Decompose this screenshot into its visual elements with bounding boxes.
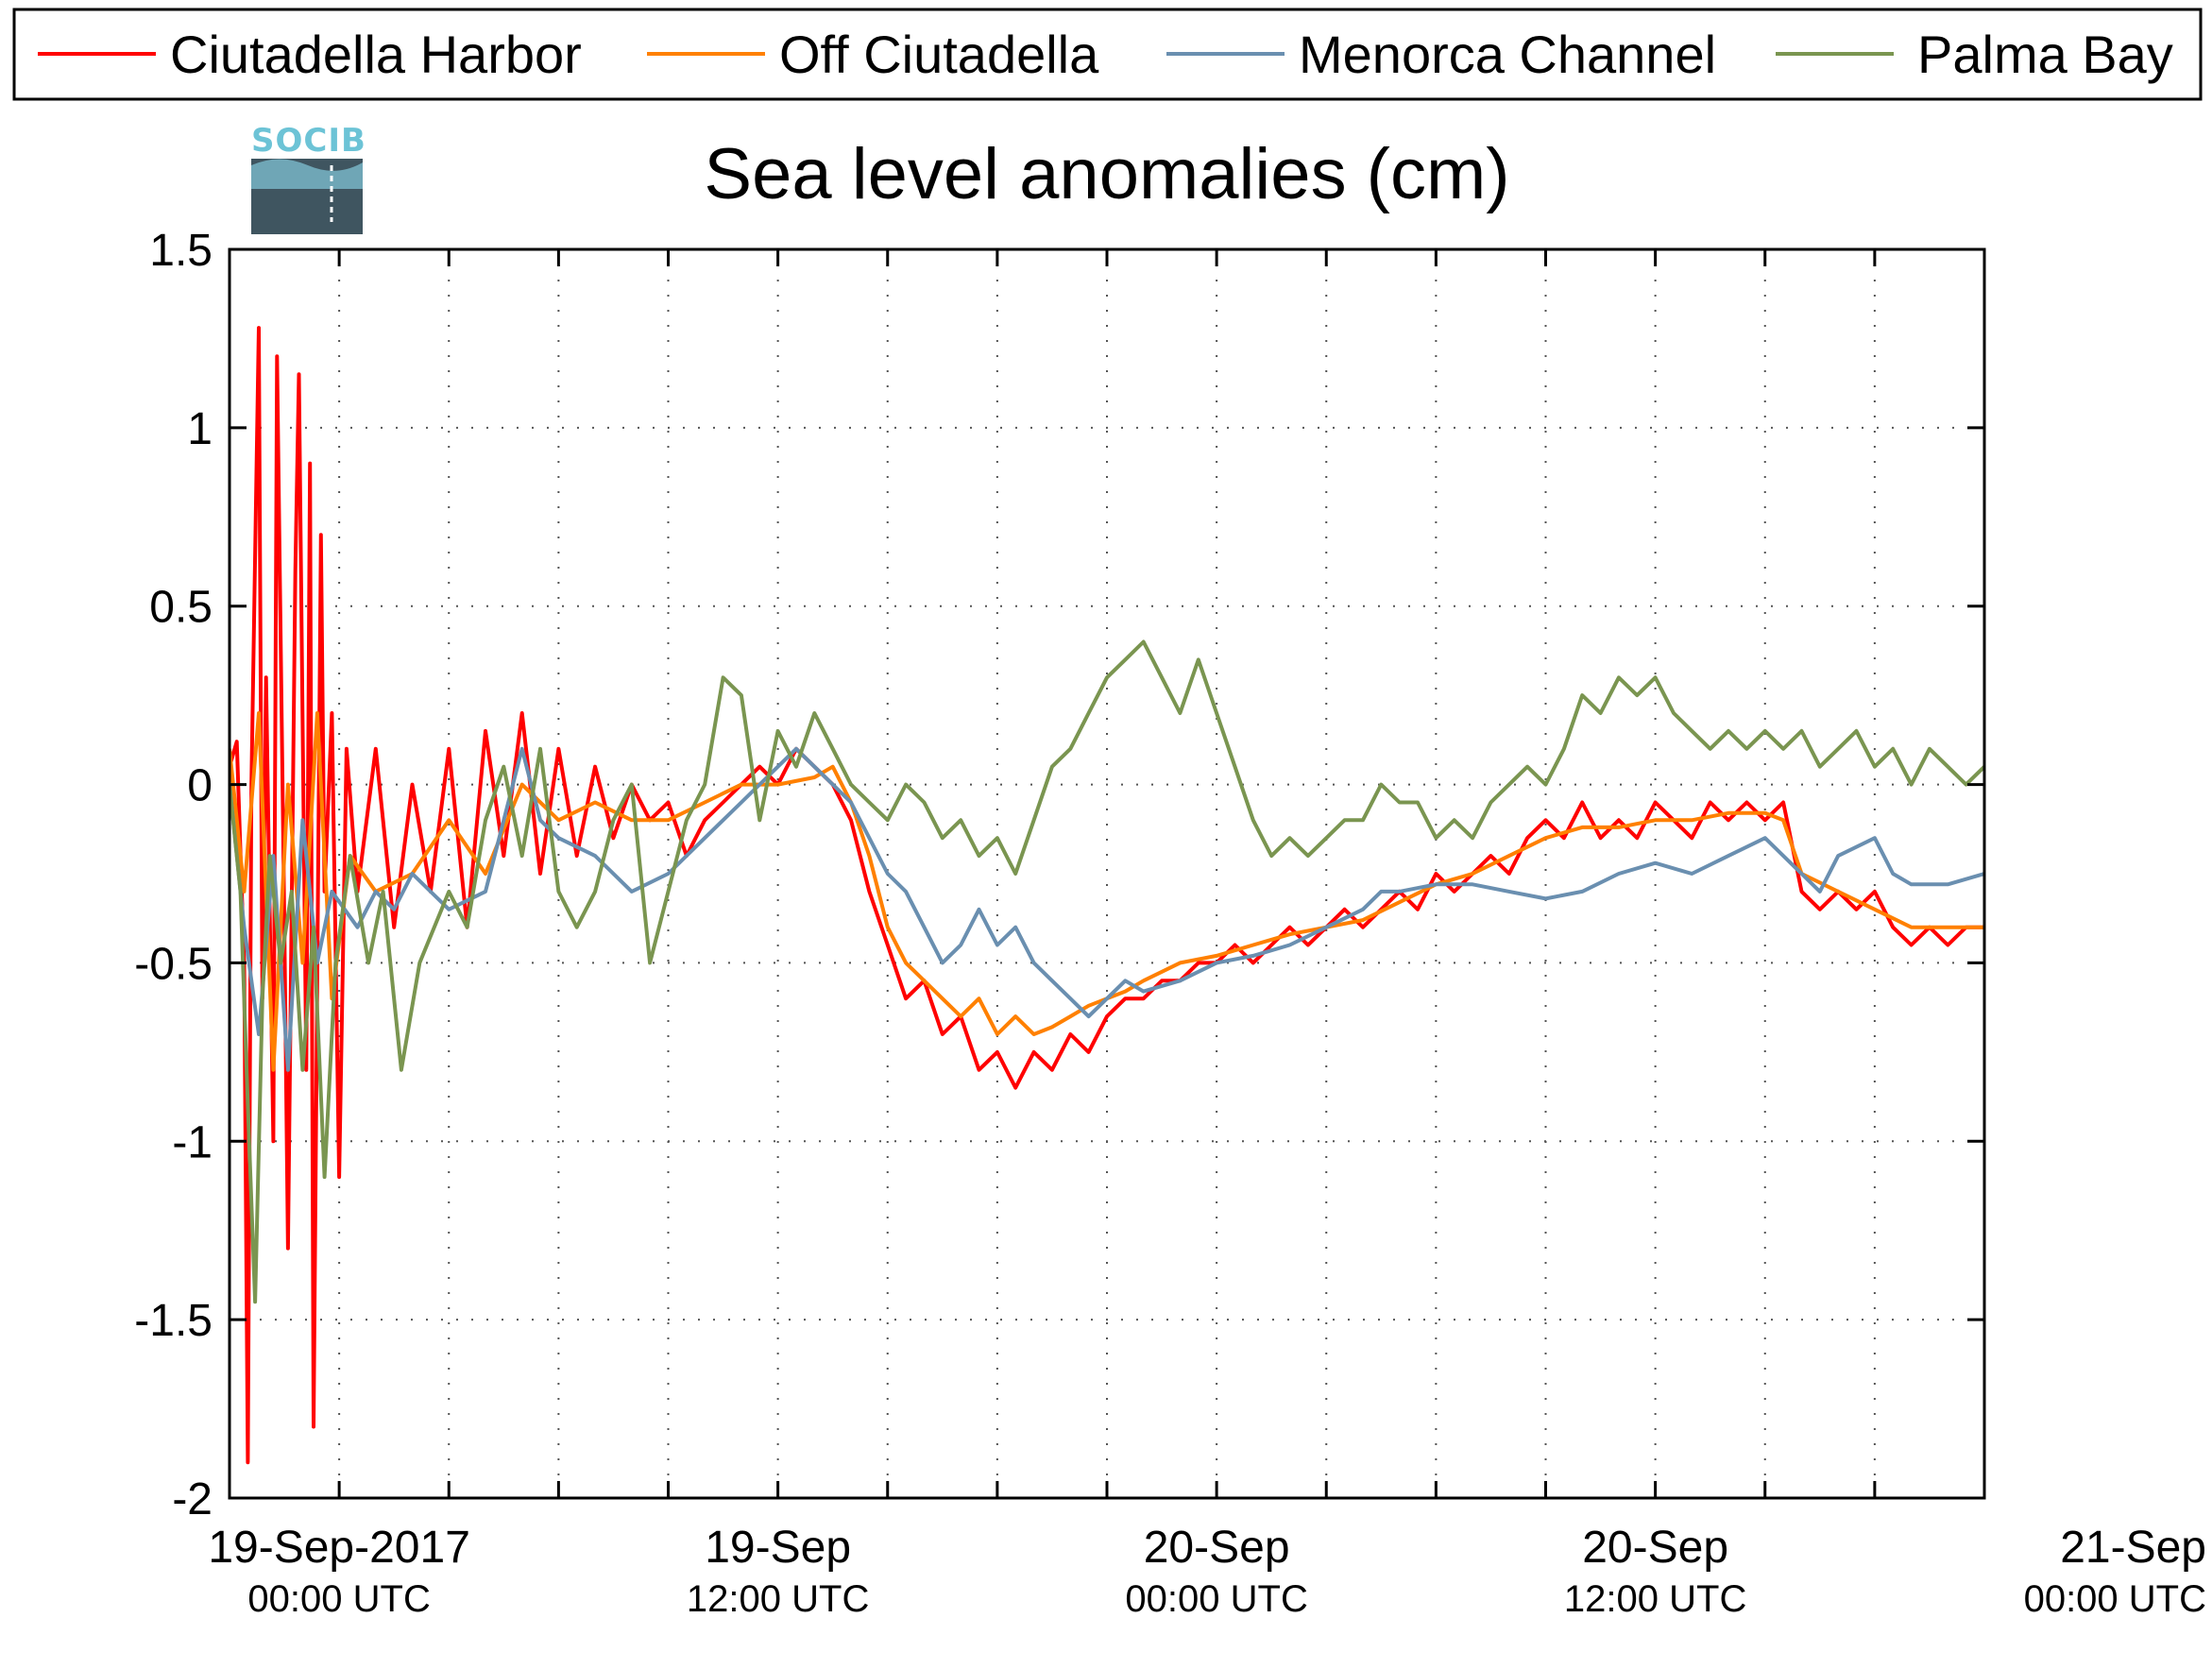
logo-text: SOCIB xyxy=(251,122,366,160)
series-line-palma-bay xyxy=(230,639,1984,1304)
socib-logo: SOCIB xyxy=(251,122,366,234)
x-tick-label: 19-Sep-2017 xyxy=(208,1523,470,1573)
y-tick-label: 1 xyxy=(187,404,213,454)
y-tick-label: 1.5 xyxy=(149,226,213,276)
y-tick-label: 0 xyxy=(187,761,213,811)
y-tick-label: -1.5 xyxy=(134,1296,213,1346)
x-tick-label: 20-Sep xyxy=(1144,1523,1290,1573)
x-tick-sublabel: 00:00 UTC xyxy=(247,1578,430,1620)
series-line-off-ciutadella xyxy=(230,711,1984,1072)
x-tick-sublabel: 00:00 UTC xyxy=(2024,1578,2206,1620)
y-tick-label: -0.5 xyxy=(134,939,213,989)
y-tick-label: 0.5 xyxy=(149,583,213,633)
x-tick-label: 19-Sep xyxy=(705,1523,851,1573)
x-tick-label: 20-Sep xyxy=(1582,1523,1728,1573)
legend-label-off-ciutadella: Off Ciutadella xyxy=(779,25,1099,84)
legend: Ciutadella Harbor Off Ciutadella Menorca C… xyxy=(12,8,2203,101)
chart-title: Sea level anomalies (cm) xyxy=(704,134,1509,214)
y-tick-label: -1 xyxy=(172,1117,213,1167)
logo-wave xyxy=(251,159,363,189)
x-tick-sublabel: 12:00 UTC xyxy=(687,1578,869,1620)
y-tick-label: -2 xyxy=(172,1474,213,1524)
legend-label-palma-bay: Palma Bay xyxy=(1917,25,2173,84)
x-tick-label: 21-Sep xyxy=(2060,1523,2206,1573)
plot-area: 1.5 1 0.5 0 -0.5 -1 -1.5 -219-Sep-2017 00:00 UTC… xyxy=(134,226,2206,1620)
plot-background xyxy=(230,249,1984,1498)
legend-label-menorca-channel: Menorca Channel xyxy=(1299,25,1716,84)
x-tick-sublabel: 12:00 UTC xyxy=(1564,1578,1746,1620)
series-line-menorca-channel xyxy=(230,746,1984,1072)
x-tick-sublabel: 00:00 UTC xyxy=(1125,1578,1307,1620)
legend-label-ciutadella-harbor: Ciutadella Harbor xyxy=(170,25,582,84)
